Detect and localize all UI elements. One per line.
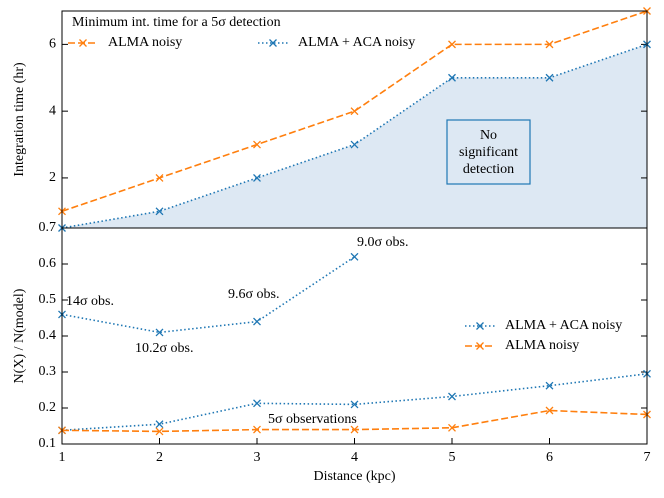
y-tick-label: 0.6 bbox=[39, 256, 57, 271]
y-tick-label: 0.4 bbox=[39, 328, 57, 343]
marker bbox=[545, 381, 554, 390]
marker bbox=[545, 40, 554, 49]
y-tick-label: 0.3 bbox=[39, 364, 57, 379]
y-tick-label: 0.7 bbox=[39, 220, 57, 235]
y-tick-label: 4 bbox=[49, 103, 56, 118]
marker bbox=[350, 252, 359, 261]
y-axis-label: Integration time (hr) bbox=[12, 62, 27, 177]
annotation-box bbox=[446, 119, 531, 185]
marker bbox=[253, 140, 261, 149]
annotation: 9.6σ obs. bbox=[228, 287, 280, 302]
marker bbox=[350, 400, 359, 409]
x-tick-label: 7 bbox=[644, 450, 651, 465]
y-axis-label: N(X) / N(model) bbox=[12, 288, 27, 383]
marker bbox=[350, 140, 359, 149]
annotation: No bbox=[480, 128, 497, 143]
legend-marker bbox=[476, 322, 484, 330]
annotation: 9.0σ obs. bbox=[357, 235, 409, 250]
marker bbox=[448, 423, 456, 432]
y-tick-label: 0.1 bbox=[39, 436, 57, 451]
annotation: 10.2σ obs. bbox=[135, 341, 194, 356]
series-line bbox=[61, 256, 355, 334]
marker bbox=[350, 107, 359, 116]
x-tick-label: 3 bbox=[254, 450, 261, 465]
marker bbox=[448, 40, 456, 49]
legend-marker bbox=[476, 342, 484, 350]
legend-marker bbox=[269, 39, 277, 47]
x-tick-label: 6 bbox=[546, 450, 553, 465]
legend-title: Minimum int. time for a 5σ detection bbox=[72, 15, 281, 30]
y-tick-label: 0.2 bbox=[39, 400, 57, 415]
plot-frame bbox=[61, 227, 648, 445]
marker bbox=[350, 425, 359, 434]
x-tick-label: 2 bbox=[156, 450, 163, 465]
marker bbox=[155, 427, 164, 436]
marker bbox=[545, 73, 554, 82]
x-tick-label: 5 bbox=[449, 450, 456, 465]
annotation: 14σ obs. bbox=[66, 294, 114, 309]
annotation: significant bbox=[459, 145, 518, 160]
x-tick-label: 1 bbox=[59, 450, 66, 465]
area-fill bbox=[62, 44, 647, 229]
annotation: detection bbox=[463, 162, 514, 177]
marker bbox=[545, 406, 554, 415]
marker bbox=[448, 73, 456, 82]
marker bbox=[253, 317, 261, 326]
y-tick-label: 0.5 bbox=[39, 292, 57, 307]
legend-label: ALMA noisy bbox=[505, 338, 579, 353]
marker bbox=[155, 328, 164, 337]
x-tick-label: 4 bbox=[351, 450, 358, 465]
marker bbox=[253, 425, 261, 434]
legend-label: ALMA + ACA noisy bbox=[298, 35, 415, 50]
annotation: 5σ observations bbox=[268, 412, 357, 427]
legend-label: ALMA noisy bbox=[108, 35, 182, 50]
marker bbox=[253, 399, 261, 408]
legend-marker bbox=[79, 39, 87, 47]
marker bbox=[155, 173, 164, 182]
x-axis-label: Distance (kpc) bbox=[313, 469, 395, 484]
marker bbox=[155, 420, 164, 429]
marker bbox=[253, 173, 261, 182]
y-tick-label: 6 bbox=[49, 37, 56, 52]
marker bbox=[155, 207, 164, 216]
marker bbox=[448, 392, 456, 401]
y-tick-label: 2 bbox=[49, 170, 56, 185]
legend-label: ALMA + ACA noisy bbox=[505, 318, 622, 333]
